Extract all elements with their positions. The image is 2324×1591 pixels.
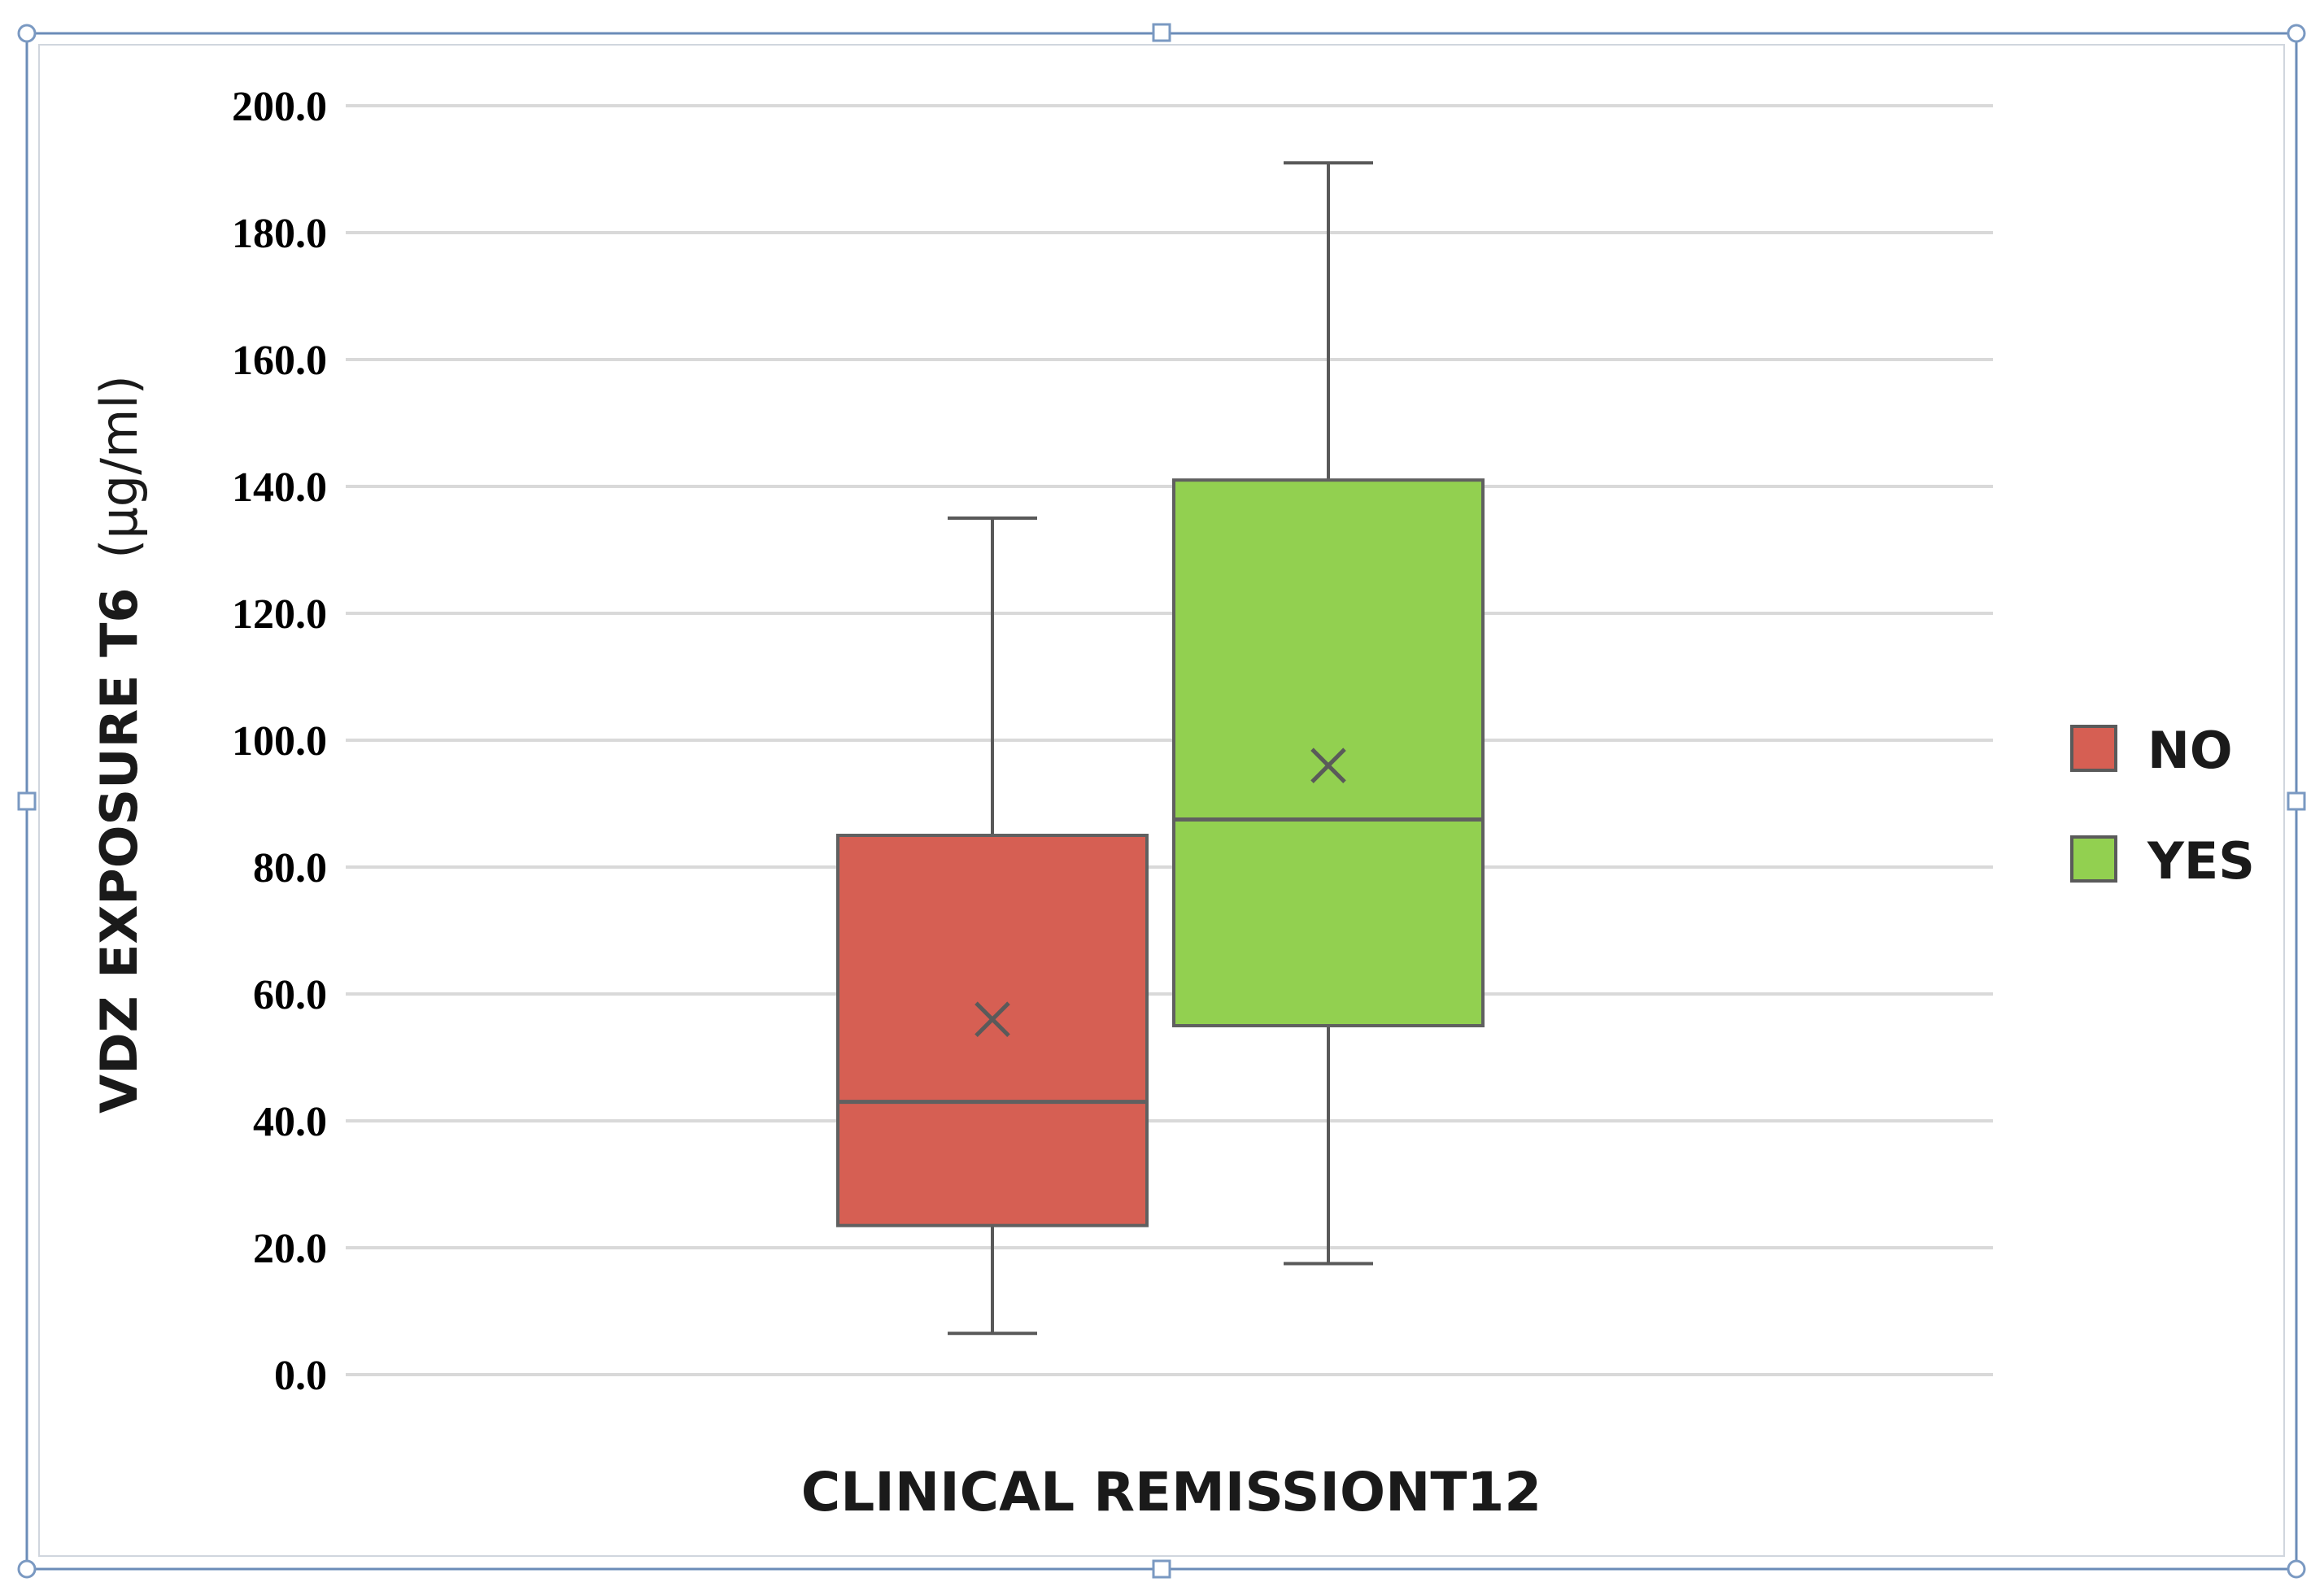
frame-inner-border <box>38 44 2285 1557</box>
resize-handle-bottom-right[interactable] <box>2287 1559 2306 1579</box>
boxes <box>836 161 1485 1336</box>
resize-handle-middle-right[interactable] <box>2287 791 2306 811</box>
legend-swatch <box>2070 835 2117 883</box>
legend-swatch <box>2070 725 2117 772</box>
x-axis-title: CLINICAL REMISSIONT12 <box>801 1461 1541 1523</box>
resize-handle-top-right[interactable] <box>2287 24 2306 43</box>
y-tick-label-5: 100.0 <box>232 718 327 765</box>
box-yes <box>1172 161 1485 1266</box>
y-tick-label-0: 0.0 <box>274 1353 327 1399</box>
legend: NO YES <box>2070 721 2255 891</box>
box-body <box>836 834 1149 1227</box>
resize-handle-bottom-center[interactable] <box>1152 1559 1171 1579</box>
y-tick-label-1: 20.0 <box>253 1226 327 1272</box>
mean-marker-stroke-b <box>975 1001 1010 1037</box>
y-tick-label-3: 60.0 <box>253 972 327 1018</box>
frame-border <box>25 32 2298 1571</box>
y-axis-title: VDZ EXPOSURE T6 (µg/ml) <box>89 375 149 1114</box>
y-tick-label-10: 200.0 <box>232 84 327 130</box>
y-axis-title-unit: (µg/ml) <box>89 375 149 559</box>
y-tick-label-2: 40.0 <box>253 1099 327 1145</box>
legend-item-no: NO <box>2070 721 2233 780</box>
selection-frame <box>17 23 2306 1579</box>
legend-item-yes: YES <box>2070 831 2255 891</box>
mean-marker-stroke-b <box>1310 748 1346 783</box>
resize-handle-top-center[interactable] <box>1152 23 1171 42</box>
legend-label: YES <box>2147 831 2255 891</box>
y-tick-label-6: 120.0 <box>232 591 327 638</box>
resize-handle-middle-left[interactable] <box>17 791 37 811</box>
y-tick-label-4: 80.0 <box>253 845 327 891</box>
y-tick-label-9: 180.0 <box>232 211 327 257</box>
y-axis-title-main: VDZ EXPOSURE T6 <box>89 587 149 1113</box>
y-axis-ticks: 0.0 20.0 40.0 60.0 80.0 100.0 120.0 140.0 160.0 1… <box>232 84 327 1399</box>
gridlines <box>346 104 1993 1376</box>
box-body <box>1172 478 1485 1027</box>
legend-label: NO <box>2147 721 2233 780</box>
box-no <box>836 517 1149 1336</box>
y-tick-label-7: 140.0 <box>232 464 327 511</box>
y-tick-label-8: 160.0 <box>232 338 327 384</box>
resize-handle-bottom-left[interactable] <box>17 1559 37 1579</box>
resize-handle-top-left[interactable] <box>17 24 37 43</box>
